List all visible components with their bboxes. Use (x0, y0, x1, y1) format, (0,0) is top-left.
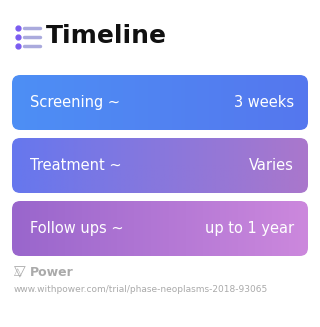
Text: www.withpower.com/trial/phase-neoplasms-2018-93065: www.withpower.com/trial/phase-neoplasms-… (14, 285, 268, 295)
Text: Follow ups ~: Follow ups ~ (30, 221, 124, 236)
Text: Power: Power (30, 266, 74, 279)
FancyBboxPatch shape (12, 75, 308, 130)
Text: Varies: Varies (249, 158, 294, 173)
Text: up to 1 year: up to 1 year (205, 221, 294, 236)
Text: Timeline: Timeline (46, 24, 167, 48)
FancyBboxPatch shape (12, 201, 308, 256)
Text: ▽: ▽ (14, 265, 26, 280)
FancyBboxPatch shape (12, 138, 308, 193)
Text: 3 weeks: 3 weeks (234, 95, 294, 110)
Text: Treatment ~: Treatment ~ (30, 158, 122, 173)
Text: △: △ (14, 267, 21, 277)
Text: Screening ~: Screening ~ (30, 95, 120, 110)
